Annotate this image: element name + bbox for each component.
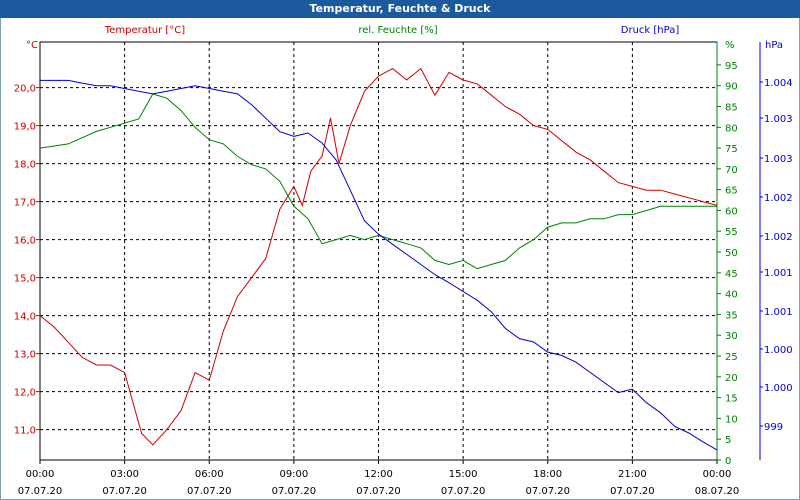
hum-tick-label: 40 <box>725 290 738 301</box>
hum-series-line <box>39 93 717 270</box>
press-unit-label: hPa <box>765 40 783 51</box>
press-tick-label: 1.004 <box>764 78 793 89</box>
axis-labels: °C Temperatur [°C] rel. Feuchte [%] Druc… <box>26 25 783 51</box>
hum-tick-label: 15 <box>725 394 738 405</box>
temp-series-line <box>39 67 718 446</box>
hum-tick-label: 75 <box>725 144 738 155</box>
x-tick-label-date: 07.07.20 <box>356 486 401 497</box>
grid <box>40 42 717 460</box>
hum-axis-title: rel. Feuchte [%] <box>358 25 437 36</box>
press-tick-label: 1.002 <box>764 193 793 204</box>
hum-tick-label: 60 <box>725 206 738 217</box>
hum-tick-label: 45 <box>725 269 738 280</box>
x-tick-label-date: 07.07.20 <box>441 486 486 497</box>
x-tick-label-date: 07.07.20 <box>187 486 232 497</box>
x-tick-label-time: 12:00 <box>364 469 393 480</box>
hum-tick-label: 0 <box>725 456 731 467</box>
x-tick-label-time: 18:00 <box>533 469 562 480</box>
press-series-line <box>40 79 718 451</box>
temp-tick-label: 17,0 <box>14 198 36 209</box>
press-tick-label: 1.003 <box>764 114 793 125</box>
press-tick-label: 999 <box>764 422 783 433</box>
temp-tick-label: 15,0 <box>14 274 36 285</box>
hum-tick-label: 30 <box>725 331 738 342</box>
hum-tick-label: 65 <box>725 186 738 197</box>
temp-unit-label: °C <box>26 40 38 51</box>
temp-axis-title: Temperatur [°C] <box>104 25 185 36</box>
hum-tick-label: 35 <box>725 310 738 321</box>
press-tick-label: 1.003 <box>764 154 793 165</box>
hum-tick-label: 80 <box>725 123 738 134</box>
press-tick-label: 1.000 <box>764 383 793 394</box>
window-title: Temperatur, Feuchte & Druck <box>0 0 800 18</box>
x-tick-label-date: 07.07.20 <box>610 486 655 497</box>
x-tick-label-time: 09:00 <box>279 469 308 480</box>
temp-tick-label: 13,0 <box>14 350 36 361</box>
hum-tick-label: 55 <box>725 227 738 238</box>
x-tick-label-date: 07.07.20 <box>525 486 570 497</box>
hum-tick-label: 25 <box>725 352 738 363</box>
series <box>39 67 718 451</box>
axes <box>39 41 761 461</box>
x-tick-label-date: 07.07.20 <box>18 486 63 497</box>
x-tick-label-time: 00:00 <box>26 469 55 480</box>
x-tick-label-date: 07.07.20 <box>272 486 317 497</box>
x-tick-label-date: 08.07.20 <box>695 486 740 497</box>
temp-tick-label: 16,0 <box>14 236 36 247</box>
press-axis-title: Druck [hPa] <box>621 25 680 36</box>
temp-tick-label: 19,0 <box>14 122 36 133</box>
temp-tick-label: 12,0 <box>14 388 36 399</box>
temp-tick-label: 20,0 <box>14 84 36 95</box>
temp-tick-label: 11,0 <box>14 426 36 437</box>
press-tick-label: 1.001 <box>764 268 793 279</box>
hum-tick-label: 85 <box>725 102 738 113</box>
x-tick-label-time: 03:00 <box>110 469 139 480</box>
press-tick-label: 1.001 <box>764 307 793 318</box>
hum-tick-label: 20 <box>725 373 738 384</box>
hum-tick-label: 95 <box>725 61 738 72</box>
press-tick-label: 1.000 <box>764 345 793 356</box>
x-tick-label-date: 07.07.20 <box>102 486 147 497</box>
temp-tick-label: 14,0 <box>14 312 36 323</box>
hum-unit-label: % <box>725 40 735 51</box>
x-tick-label-time: 15:00 <box>449 469 478 480</box>
x-tick-label-time: 06:00 <box>195 469 224 480</box>
temp-tick-label: 18,0 <box>14 160 36 171</box>
hum-tick-label: 90 <box>725 82 738 93</box>
x-tick-label-time: 21:00 <box>618 469 647 480</box>
hum-tick-label: 10 <box>725 414 738 425</box>
press-tick-label: 1.002 <box>764 232 793 243</box>
hum-tick-label: 50 <box>725 248 738 259</box>
x-tick-label-time: 00:00 <box>703 469 732 480</box>
hum-tick-label: 70 <box>725 165 738 176</box>
ticks: 00:00 07.07.20 03:00 07.07.20 06:00 07.07.20 0… <box>14 61 793 497</box>
hum-tick-label: 5 <box>725 435 731 446</box>
